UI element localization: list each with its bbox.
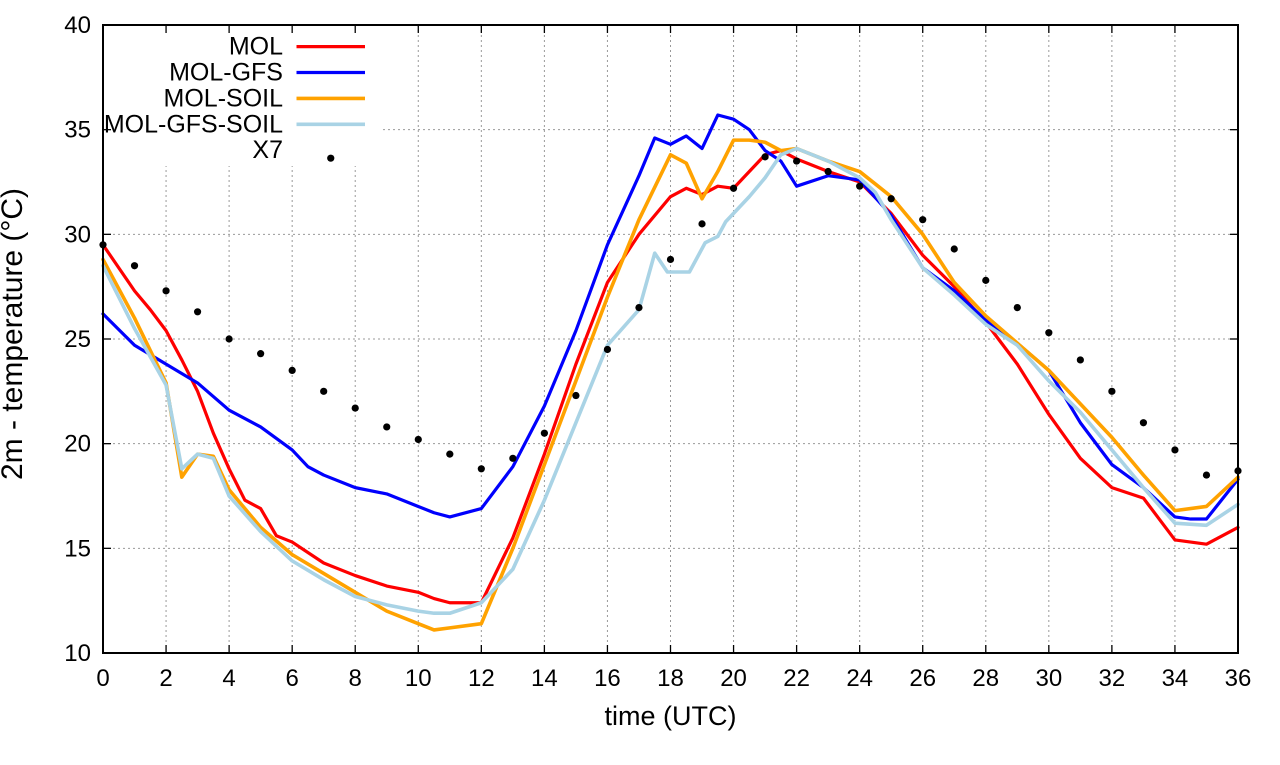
- svg-text:6: 6: [285, 665, 298, 692]
- svg-text:time (UTC): time (UTC): [605, 701, 737, 731]
- svg-text:10: 10: [405, 665, 432, 692]
- svg-text:0: 0: [96, 665, 109, 692]
- svg-text:MOL: MOL: [229, 33, 283, 61]
- svg-text:MOL-SOIL: MOL-SOIL: [164, 84, 284, 112]
- svg-text:8: 8: [349, 665, 362, 692]
- svg-text:18: 18: [657, 665, 684, 692]
- svg-text:32: 32: [1099, 665, 1126, 692]
- svg-text:20: 20: [64, 431, 91, 458]
- svg-text:24: 24: [846, 665, 873, 692]
- svg-text:10: 10: [64, 640, 91, 667]
- svg-text:MOL-GFS-SOIL: MOL-GFS-SOIL: [104, 110, 283, 138]
- svg-text:20: 20: [720, 665, 747, 692]
- svg-text:25: 25: [64, 326, 91, 353]
- svg-text:35: 35: [64, 117, 91, 144]
- svg-text:16: 16: [594, 665, 621, 692]
- svg-text:30: 30: [64, 221, 91, 248]
- svg-text:40: 40: [64, 12, 91, 39]
- svg-text:4: 4: [222, 665, 235, 692]
- svg-text:28: 28: [972, 665, 999, 692]
- svg-text:12: 12: [468, 665, 495, 692]
- svg-text:15: 15: [64, 535, 91, 562]
- svg-text:2: 2: [159, 665, 172, 692]
- svg-text:36: 36: [1225, 665, 1252, 692]
- svg-text:26: 26: [909, 665, 936, 692]
- svg-text:30: 30: [1035, 665, 1062, 692]
- svg-text:MOL-GFS: MOL-GFS: [169, 59, 283, 87]
- svg-text:2m - temperature (°C): 2m - temperature (°C): [0, 188, 29, 480]
- svg-text:22: 22: [783, 665, 810, 692]
- svg-text:34: 34: [1162, 665, 1189, 692]
- svg-text:X7: X7: [252, 136, 283, 164]
- svg-text:14: 14: [531, 665, 558, 692]
